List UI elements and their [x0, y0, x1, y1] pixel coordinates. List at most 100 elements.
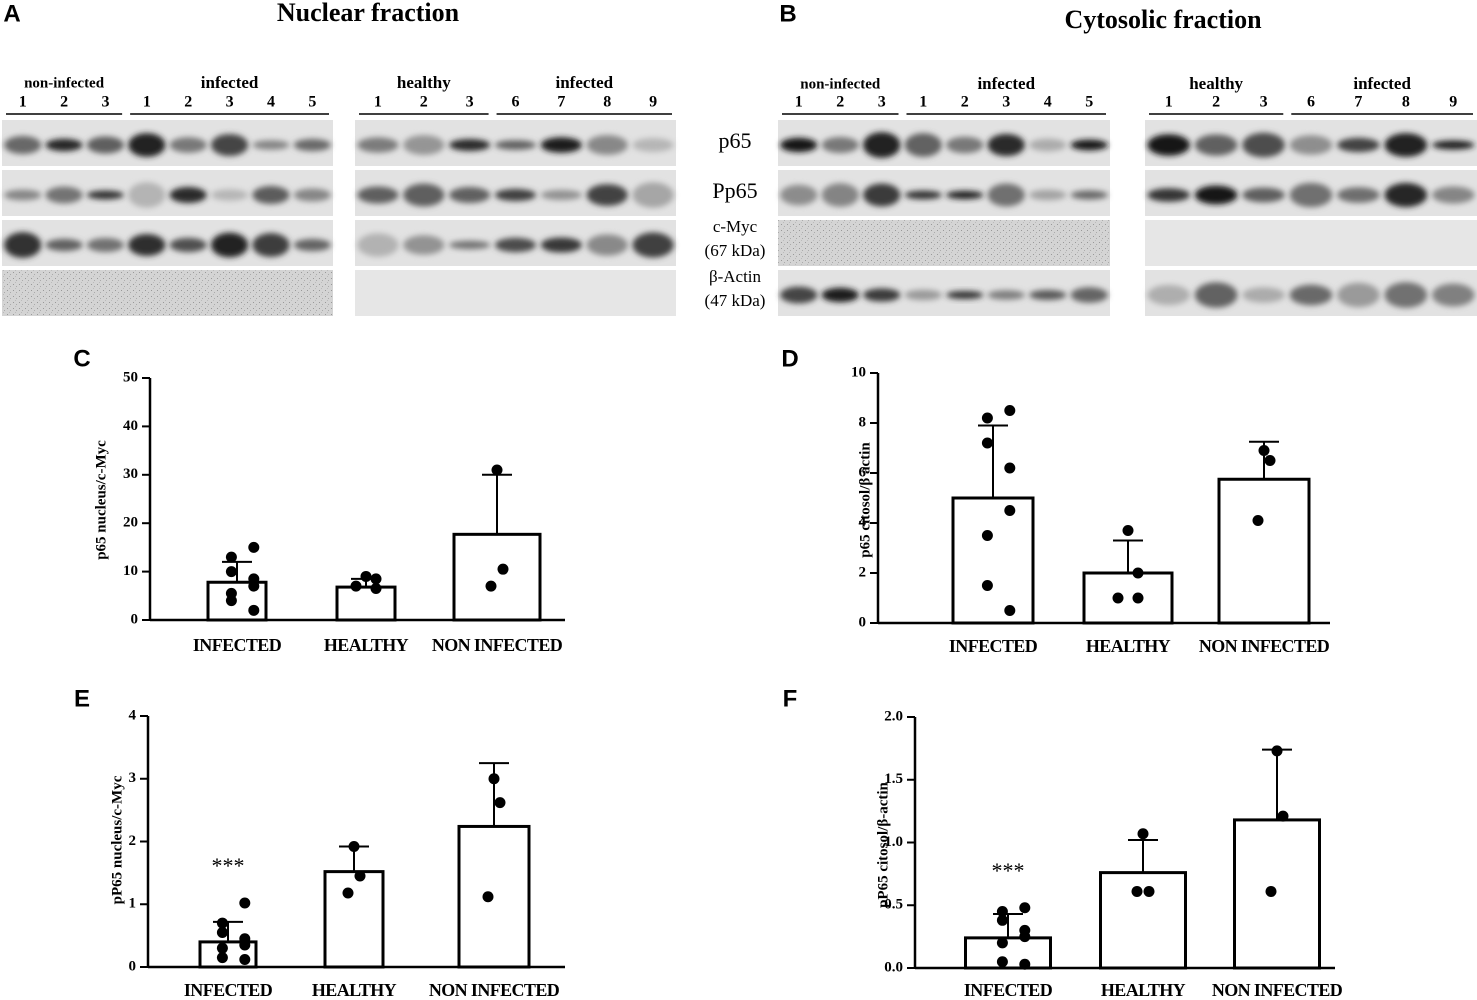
blot-band [1431, 283, 1475, 307]
y-axis-title: p65 citosol/β actin [857, 442, 873, 558]
data-point [1258, 445, 1270, 456]
blot-band [1384, 133, 1428, 157]
y-tick-label: 4 [859, 514, 867, 530]
data-point [239, 953, 251, 965]
blot-band [540, 237, 582, 253]
blot-band [1242, 132, 1285, 158]
row-label: p65 [719, 128, 752, 153]
blot-background [355, 270, 676, 316]
data-point [491, 464, 503, 476]
y-tick-label: 10 [851, 364, 866, 380]
data-point [248, 580, 260, 592]
blot-background [778, 220, 1110, 266]
lane-number: 1 [919, 94, 927, 111]
y-tick-label: 1.0 [884, 834, 903, 850]
x-tick-label: NON INFECTED [1199, 636, 1330, 656]
group-label: healthy [397, 73, 451, 92]
blot-band [863, 132, 901, 158]
row-label: (67 kDa) [705, 241, 766, 260]
y-tick-label: 3 [129, 770, 137, 786]
blot-band [1147, 188, 1191, 202]
group-label: infected [1353, 74, 1411, 93]
blot-band [252, 233, 290, 257]
data-point [350, 580, 362, 592]
data-point [1264, 455, 1276, 466]
data-point [1277, 810, 1289, 822]
data-point [996, 914, 1008, 926]
y-tick-label: 50 [123, 369, 138, 385]
blot-band [1070, 139, 1108, 151]
lane-number: 2 [420, 94, 428, 111]
blot-band [904, 190, 942, 200]
blot-band [210, 232, 249, 258]
data-point [494, 797, 506, 809]
panel-letter: B [779, 0, 796, 27]
row-label: (47 kDa) [705, 291, 766, 310]
blot-band [4, 232, 42, 258]
y-tick-label: 20 [123, 515, 138, 531]
blot-band [357, 137, 399, 153]
group-label: healthy [1189, 74, 1243, 93]
lane-number: 2 [1212, 94, 1220, 111]
y-tick-label: 0 [859, 614, 867, 630]
y-tick-label: 10 [123, 563, 138, 579]
blot-band [632, 232, 674, 258]
blot-band [293, 138, 331, 152]
blot-band [1384, 282, 1428, 308]
blot-band [45, 238, 83, 252]
bar [951, 496, 1035, 625]
data-point [1122, 525, 1134, 536]
blot-band [1194, 134, 1238, 156]
data-point [981, 580, 993, 591]
blot-band [1384, 182, 1428, 208]
x-tick-label: INFECTED [949, 636, 1038, 656]
data-point [225, 595, 237, 607]
lane-number: 7 [1354, 94, 1362, 111]
y-axis-title: p65 nucleus/c-Myc [93, 440, 109, 560]
blot-band [1194, 185, 1238, 205]
data-point [482, 891, 494, 903]
blot-band [987, 133, 1025, 157]
data-point [497, 563, 509, 575]
row-label: Pp65 [712, 178, 757, 203]
lane-number: 3 [466, 94, 474, 111]
blot-band [1070, 287, 1108, 303]
bar [457, 824, 531, 969]
data-point [488, 773, 500, 785]
blot-band [821, 137, 859, 153]
group-label: infected [555, 73, 613, 92]
blot-band [821, 183, 859, 207]
lane-number: 2 [184, 94, 192, 111]
data-point [1004, 505, 1016, 516]
data-point [1131, 885, 1143, 897]
blot-band [357, 186, 399, 204]
y-tick-label: 0 [131, 611, 139, 627]
blot-band [863, 183, 901, 207]
data-point [1019, 931, 1031, 943]
blot-band [946, 136, 984, 154]
lane-number: 3 [878, 94, 886, 111]
blot-band [252, 186, 290, 204]
blot-band [780, 137, 818, 153]
x-tick-label: NON INFECTED [1212, 980, 1343, 1000]
blot-band [946, 290, 984, 300]
lane-number: 2 [60, 94, 68, 111]
blot-band [540, 137, 582, 153]
y-axis-title: pP65 nucleus/c-Myc [109, 775, 125, 904]
group-label: non-infected [24, 75, 105, 91]
blot-band [904, 133, 942, 157]
blot-band [449, 187, 491, 203]
blot-band [86, 238, 125, 252]
data-point [1004, 405, 1016, 416]
data-point [216, 926, 228, 938]
blot-band [210, 189, 249, 201]
data-point [1252, 515, 1264, 526]
lane-number: 3 [1260, 94, 1268, 111]
lane-number: 8 [1402, 94, 1410, 111]
panel-letter: A [3, 0, 20, 27]
lane-number: 1 [795, 94, 803, 111]
blot-band [540, 189, 582, 201]
blot-background [2, 270, 333, 316]
lane-number: 4 [267, 94, 275, 111]
lane-number: 1 [374, 94, 382, 111]
